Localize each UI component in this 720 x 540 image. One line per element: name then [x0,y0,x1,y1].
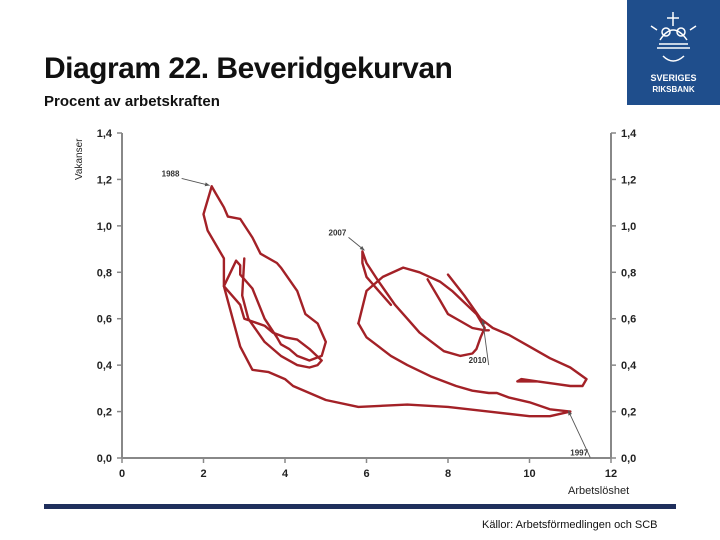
y-axis-label: Vakanser [74,138,85,180]
annotation-label: 1988 [162,169,180,178]
y-tick-label-right: 1,2 [621,174,636,186]
series-line-4 [357,250,486,358]
y-tick-label-right: 1,0 [621,221,636,233]
page-title: Diagram 22. Beveridgekurvan [44,52,453,85]
y-tick-label: 0,6 [97,314,112,326]
y-tick-label: 0,0 [97,453,112,465]
y-tick-label-right: 0,6 [621,314,636,326]
annotation-arrow [567,410,591,458]
y-tick-label: 1,2 [97,174,112,186]
annotation-arrow [181,177,210,186]
x-tick-label: 2 [200,468,206,480]
y-tick-label-right: 0,8 [621,267,636,279]
x-tick-label: 6 [363,468,369,480]
annotation-label: 1997 [570,449,588,458]
x-tick-label: 0 [119,468,125,480]
crown-emblem-icon [650,12,697,62]
annotation-label: 2010 [469,356,487,365]
annotation-arrowhead [481,320,486,325]
y-tick-label-right: 0,0 [621,453,636,465]
chart-annotations: 1988 2007 2010 1997 [162,169,591,458]
chart-ticks: 0,0 0,0 0,2 0,2 0,4 0,4 0,6 0,6 0,8 0,8 1,0 1,0 1,2 1… [97,128,637,480]
source-note: Källor: Arbetsförmedlingen och SCB [482,519,658,531]
page-subtitle: Procent av arbetskraften [44,93,220,110]
y-tick-label: 0,8 [97,267,112,279]
y-tick-label: 0,4 [97,360,113,372]
series-line-2 [210,185,572,418]
x-tick-label: 8 [445,468,451,480]
y-tick-label-right: 1,4 [621,128,637,140]
y-tick-label: 1,4 [97,128,113,140]
y-tick-label: 0,2 [97,407,112,419]
logo-text-2: RIKSBANK [652,85,695,94]
x-tick-label: 10 [523,468,535,480]
x-axis-label: Arbetslöshet [568,485,629,497]
y-tick-label: 1,0 [97,221,112,233]
annotation-arrowhead [568,410,572,416]
y-tick-label-right: 0,2 [621,407,636,419]
x-tick-label: 4 [282,468,289,480]
annotation-arrowhead [204,182,210,187]
y-tick-label-right: 0,4 [621,360,637,372]
logo-text-1: SVERIGES [650,73,697,83]
series-line-3 [357,322,572,413]
series-line-6 [426,278,490,332]
series-line-5 [446,273,588,388]
x-tick-label: 12 [605,468,617,480]
annotation-label: 2007 [329,228,347,237]
annotation-arrow [482,319,490,366]
footer-rule [44,504,676,509]
series-line-1 [202,185,323,369]
riksbank-logo: SVERIGES RIKSBANK [627,0,720,105]
annotation-arrowhead [359,246,365,251]
chart-series [202,185,588,418]
